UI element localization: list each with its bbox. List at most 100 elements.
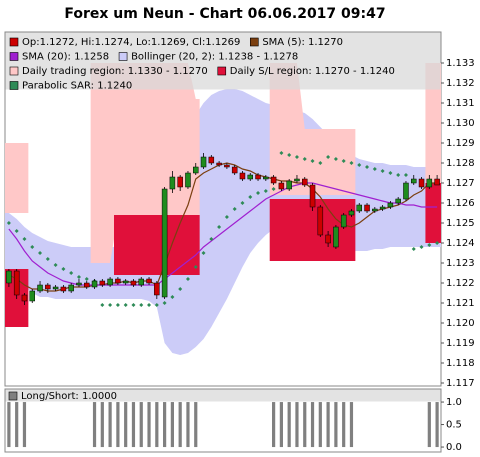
sar-dot <box>263 189 268 193</box>
candle-body <box>239 172 246 180</box>
candle-body <box>13 270 20 296</box>
sar-dot <box>248 195 253 199</box>
bar <box>303 402 307 448</box>
band-area <box>5 183 441 327</box>
legend-label: Daily S/L region: 1.1270 - 1.1240 <box>230 66 395 77</box>
sar-dot <box>240 201 245 205</box>
bar <box>15 402 19 448</box>
candle-body <box>208 156 215 164</box>
sar-dot <box>123 303 128 307</box>
legend-bg <box>5 32 441 90</box>
candle-body <box>270 176 277 184</box>
y-tick-label: 1.126 <box>446 198 475 209</box>
candle-body <box>84 282 90 288</box>
sar-dot <box>14 229 19 233</box>
bar <box>326 402 330 448</box>
bar <box>272 402 276 448</box>
sar-dot <box>22 237 27 241</box>
bar <box>116 402 120 448</box>
sar-dot <box>403 173 408 177</box>
sar-dot <box>302 157 307 161</box>
sar-dot <box>380 169 385 173</box>
bar <box>139 402 143 448</box>
sar-dot <box>365 165 370 169</box>
bar <box>279 402 283 448</box>
sar-dot <box>170 295 175 299</box>
candle-body <box>333 226 339 248</box>
y-tick-label: 1.120 <box>446 318 475 329</box>
bar <box>131 402 136 448</box>
sar-dot <box>201 251 206 255</box>
legend-label: Daily trading region: 1.1330 - 1.1270 <box>22 66 208 77</box>
sar-dot <box>38 251 43 255</box>
candle-body <box>364 204 370 212</box>
sar-dot <box>256 191 261 195</box>
y-tick-label: 1.133 <box>446 58 475 69</box>
candle-body <box>99 280 106 286</box>
candle-body <box>263 176 269 180</box>
sar-dot <box>372 167 377 171</box>
legend-label: Parabolic SAR: 1.1240 <box>22 81 132 92</box>
sar-dot <box>6 221 11 225</box>
bar <box>318 402 322 448</box>
sar-dot <box>318 161 323 165</box>
legend-label: SMA (20): 1.1258 <box>22 52 109 63</box>
legend-swatch <box>118 52 128 61</box>
candle-body <box>325 234 331 244</box>
candle-body <box>177 176 183 188</box>
candle-body <box>37 284 43 292</box>
y-tick-label: 1.119 <box>446 338 475 349</box>
y-tick-label: 1.0 <box>446 397 462 408</box>
bar <box>349 402 354 448</box>
sar-dot <box>84 277 89 281</box>
candle-body <box>154 282 160 296</box>
y-tick-label: 1.132 <box>446 78 475 89</box>
candle-body <box>107 278 113 286</box>
y-tick-label: 1.118 <box>446 358 475 369</box>
candle-body <box>356 204 362 212</box>
sar-dot <box>419 245 424 249</box>
candle-body <box>169 176 176 190</box>
sar-dot <box>76 275 81 279</box>
plot-area <box>5 63 441 355</box>
sar-dot <box>209 237 214 241</box>
legend-label: Op:1.1272, Hi:1.1274, Lo:1.1269, Cl:1.12… <box>22 37 240 48</box>
candle-body <box>138 278 144 286</box>
sar-dot <box>224 215 229 219</box>
candle-body <box>426 178 433 188</box>
candle-body <box>146 278 152 284</box>
legend-swatch <box>9 37 19 47</box>
sar-dot <box>69 271 74 275</box>
candle-body <box>91 280 98 288</box>
candle-body <box>185 172 191 188</box>
candle-body <box>278 182 285 190</box>
bar <box>427 402 431 448</box>
sar-dot <box>279 151 284 155</box>
candle-body <box>193 166 199 174</box>
sar-dot <box>349 161 354 165</box>
sar-dot <box>30 245 35 249</box>
sar-dot <box>53 263 58 267</box>
line <box>8 162 438 292</box>
sar-dot <box>435 241 440 245</box>
y-tick-label: 1.124 <box>446 238 475 249</box>
y-tick-label: 1.122 <box>446 278 475 289</box>
candle-body <box>395 198 401 204</box>
candle-body <box>309 184 316 208</box>
candle-body <box>379 206 386 210</box>
sar-dot <box>217 225 222 229</box>
sar-dot <box>326 155 331 159</box>
candle-body <box>403 182 409 200</box>
y-tick-label: 1.128 <box>446 158 475 169</box>
bar <box>295 402 299 448</box>
candle-body <box>302 178 308 186</box>
sar-dot <box>294 155 299 159</box>
sar-dot <box>357 163 362 167</box>
candle-body <box>29 290 35 302</box>
sar-dot <box>154 303 159 307</box>
sar-dot <box>139 303 144 307</box>
legend-label: SMA (5): 1.1270 <box>262 37 343 48</box>
candle-body <box>52 286 59 290</box>
sar-dot <box>411 247 416 251</box>
y-tick-label: 1.127 <box>446 178 475 189</box>
